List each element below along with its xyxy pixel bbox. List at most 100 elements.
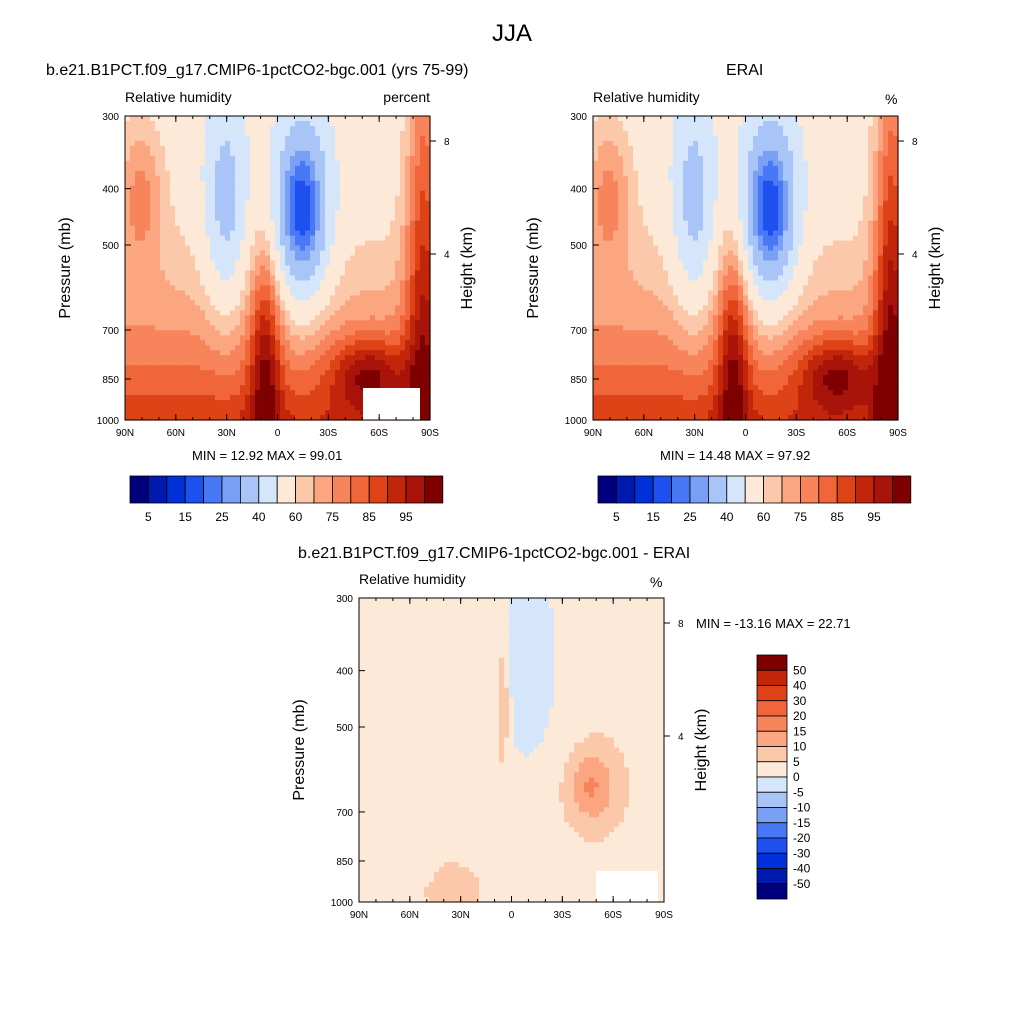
field-cell [235, 205, 241, 212]
field-cell [603, 125, 609, 132]
field-cell [245, 400, 251, 406]
field-cell [320, 170, 326, 177]
field-cell [688, 130, 694, 137]
field-cell [773, 125, 779, 132]
field-cell [400, 245, 406, 252]
field-cell [683, 185, 689, 192]
field-cell [230, 335, 236, 341]
field-cell [310, 116, 316, 122]
field-cell [250, 145, 256, 152]
field-cell [828, 140, 834, 147]
field-cell [310, 370, 316, 376]
field-cell [808, 200, 814, 207]
field-cell [355, 335, 361, 341]
field-cell [753, 130, 759, 137]
field-cell [643, 165, 649, 172]
field-cell [220, 175, 226, 182]
field-cell [245, 260, 251, 267]
field-cell [220, 320, 226, 326]
field-cell [250, 335, 256, 341]
field-cell [235, 150, 241, 157]
field-cell [778, 195, 784, 202]
field-cell [330, 255, 336, 262]
field-cell [280, 165, 286, 172]
field-cell [200, 395, 206, 401]
field-cell [375, 300, 381, 306]
field-cell [265, 335, 271, 341]
field-cell [688, 155, 694, 162]
field-cell [618, 205, 624, 212]
field-cell [290, 195, 296, 202]
field-cell [693, 200, 699, 207]
field-cell [130, 200, 136, 207]
field-cell [668, 165, 674, 172]
field-cell [140, 390, 146, 396]
field-cell [180, 320, 186, 326]
field-cell [425, 210, 431, 217]
field-cell [130, 395, 136, 401]
field-cell [220, 295, 226, 301]
field-cell [205, 250, 211, 257]
field-cell [410, 355, 416, 361]
field-cell [145, 235, 151, 242]
field-cell [200, 220, 206, 227]
field-cell [853, 150, 859, 157]
field-cell [653, 130, 659, 137]
field-cell [150, 150, 156, 157]
field-cell [360, 335, 366, 341]
field-cell [360, 150, 366, 157]
field-cell [310, 410, 316, 416]
field-cell [300, 315, 306, 321]
field-cell [230, 170, 236, 177]
field-cell [215, 250, 221, 257]
field-cell [415, 180, 421, 187]
field-cell [145, 160, 151, 167]
field-cell [873, 175, 879, 182]
field-cell [175, 275, 181, 282]
field-cell [420, 400, 426, 406]
field-cell [608, 150, 614, 157]
field-cell [688, 160, 694, 167]
field-cell [250, 375, 256, 381]
field-cell [265, 380, 271, 386]
field-cell [360, 260, 366, 267]
field-cell [698, 140, 704, 147]
field-cell [410, 330, 416, 336]
field-cell [135, 380, 141, 386]
field-cell [200, 175, 206, 182]
field-cell [425, 135, 431, 142]
field-cell [893, 135, 899, 142]
field-cell [280, 230, 286, 237]
field-cell [310, 355, 316, 361]
field-cell [155, 220, 161, 227]
field-cell [335, 345, 341, 351]
field-cell [310, 290, 316, 297]
field-cell [370, 265, 376, 272]
field-cell [743, 140, 749, 147]
field-cell [155, 165, 161, 172]
field-cell [225, 360, 231, 366]
field-cell [215, 140, 221, 147]
field-cell [788, 135, 794, 142]
field-cell [673, 130, 679, 137]
field-cell [390, 200, 396, 207]
field-cell [315, 160, 321, 167]
field-cell [305, 225, 311, 232]
field-cell [340, 135, 346, 142]
field-cell [140, 370, 146, 376]
field-cell [808, 175, 814, 182]
field-cell [150, 165, 156, 172]
field-cell [170, 155, 176, 162]
field-cell [250, 125, 256, 132]
field-cell [420, 135, 426, 142]
field-cell [345, 135, 351, 142]
field-cell [405, 165, 411, 172]
field-cell [420, 395, 426, 401]
field-cell [733, 190, 739, 197]
field-cell [215, 240, 221, 247]
field-cell [355, 285, 361, 292]
field-cell [195, 155, 201, 162]
field-cell [425, 405, 431, 411]
field-cell [190, 220, 196, 227]
field-cell [185, 165, 191, 172]
